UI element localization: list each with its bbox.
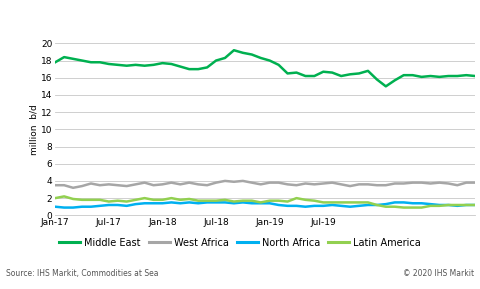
Legend: Middle East, West Africa, North Africa, Latin America: Middle East, West Africa, North Africa, …	[59, 238, 421, 248]
Y-axis label: million  b/d: million b/d	[29, 104, 38, 155]
Text: © 2020 IHS Markit: © 2020 IHS Markit	[403, 268, 474, 278]
Text: OPEC Crude Oil Shipments by Region of Origin: OPEC Crude Oil Shipments by Region of Or…	[6, 14, 331, 27]
Text: Source: IHS Markit, Commodities at Sea: Source: IHS Markit, Commodities at Sea	[6, 268, 158, 278]
